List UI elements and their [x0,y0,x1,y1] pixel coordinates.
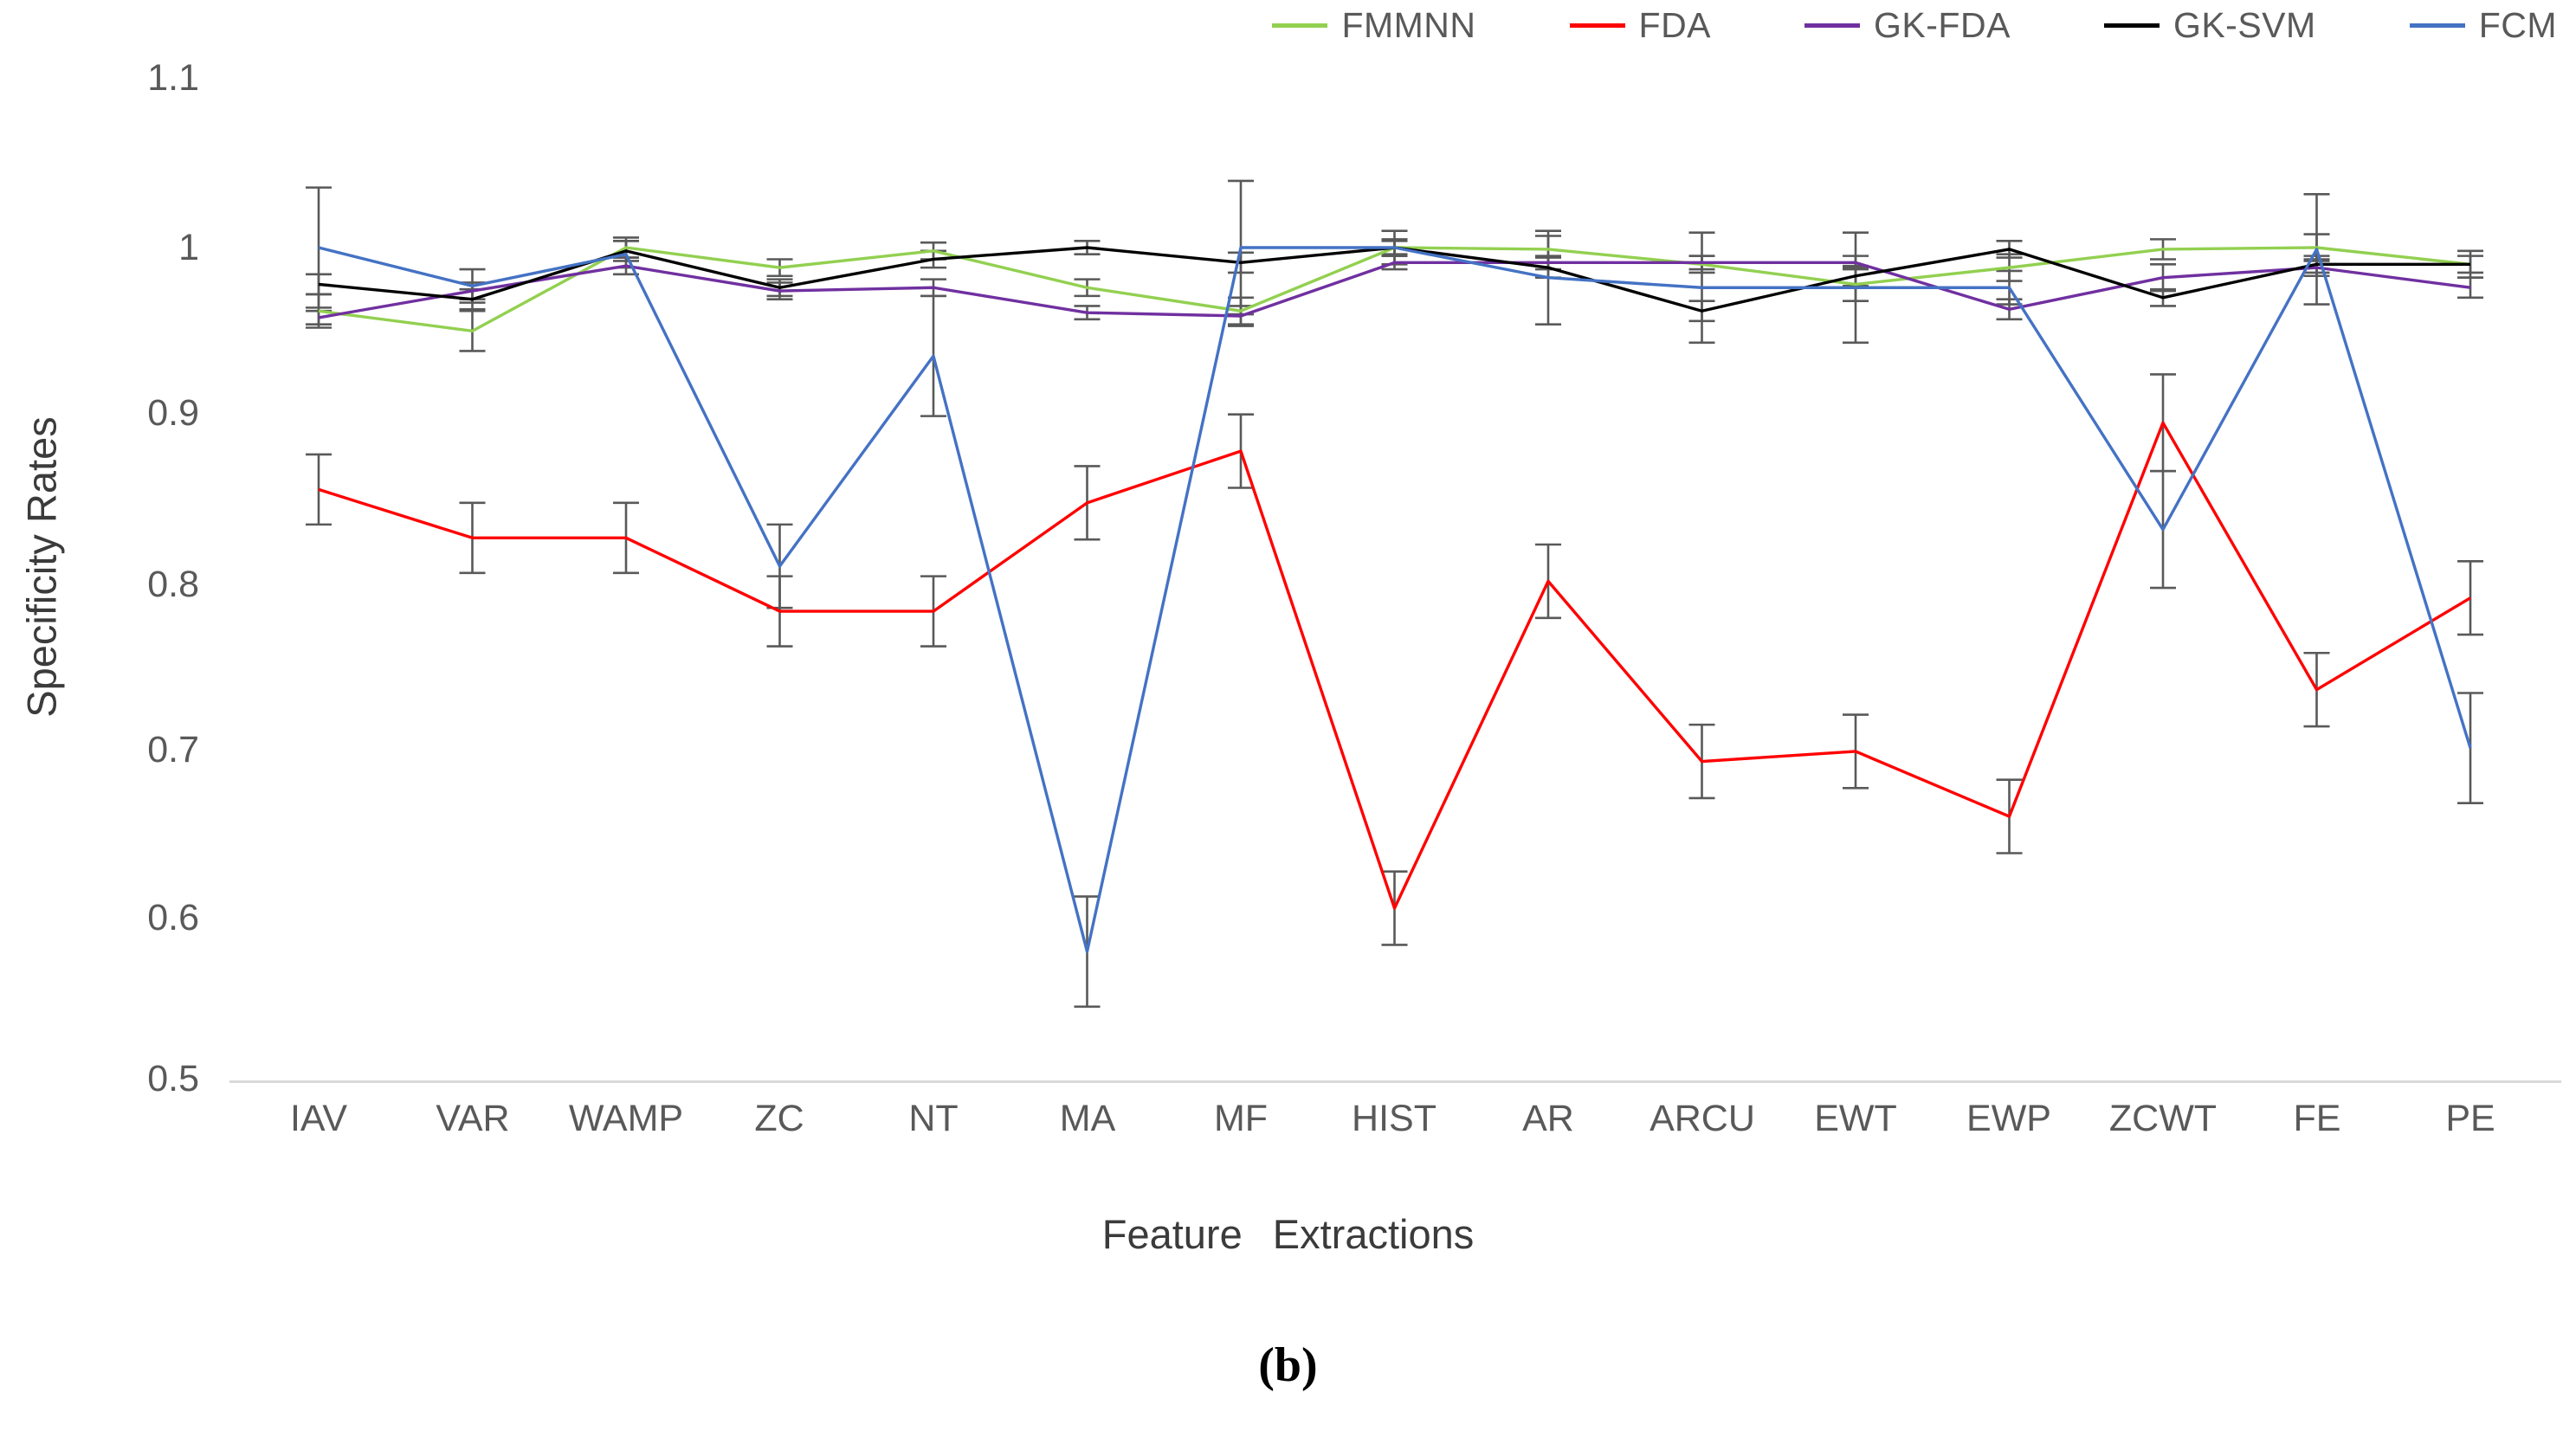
x-axis-title: Feature Extractions [1101,1211,1475,1257]
x-tick-label: AR [1522,1098,1574,1139]
x-tick-label: EWP [1966,1098,2051,1139]
x-tick-label: MA [1059,1098,1116,1139]
y-tick-label: 0.5 [147,1058,199,1099]
series-line-FCM [318,246,2472,953]
y-tick-label: 0.8 [147,564,199,605]
x-tick-label: ZC [754,1098,804,1139]
x-tick-label: EWT [1814,1098,1897,1139]
gksvm-line-swatch-icon [2103,23,2160,28]
legend-label: FCM [2478,5,2557,45]
x-tick-label: PE [2445,1098,2495,1139]
x-tick-label: VAR [436,1098,510,1139]
y-tick-label: 0.9 [147,392,199,434]
gkfda-line-swatch-icon [1804,23,1861,28]
x-tick-label: IAV [289,1098,348,1139]
x-tick-label: ZCWT [2108,1098,2218,1139]
y-tick-label: 1 [178,227,199,268]
fcm-line-swatch-icon [2409,23,2465,28]
legend-item-fmmnn: FMMNN [1272,5,1475,46]
legend-label: GK-FDA [1874,5,2011,45]
legend-label: FMMNN [1341,5,1476,45]
legend: FMMNN FDA GK-FDA GK-SVM FCM [1272,5,2557,46]
legend-item-gksvm: GK-SVM [2103,5,2316,46]
figure-caption: (b) [1258,1338,1318,1392]
x-tick-label: ARCU [1650,1098,1755,1139]
x-tick-label: MF [1213,1098,1269,1139]
series-line-GK-FDA [318,261,2471,319]
y-axis-title: Specificity Rates [18,416,65,718]
y-tick-label: 0.6 [147,897,199,938]
x-tick-label: FE [2293,1098,2341,1139]
legend-label: FDA [1638,5,1712,45]
x-tick-label: HIST [1352,1098,1436,1139]
series-line-FDA [318,421,2471,910]
fda-line-swatch-icon [1569,23,1625,28]
legend-item-fda: FDA [1569,5,1712,46]
fmmnn-line-swatch-icon [1272,23,1328,28]
x-tick-label: NT [908,1098,959,1139]
error-bars-FDA [306,373,2483,946]
x-tick-label: WAMP [568,1098,684,1139]
legend-label: GK-SVM [2172,5,2316,45]
y-tick-label: 0.7 [147,729,199,770]
y-tick-label: 1.1 [147,57,199,99]
legend-item-gkfda: GK-FDA [1804,5,2011,46]
legend-item-fcm: FCM [2409,5,2557,46]
